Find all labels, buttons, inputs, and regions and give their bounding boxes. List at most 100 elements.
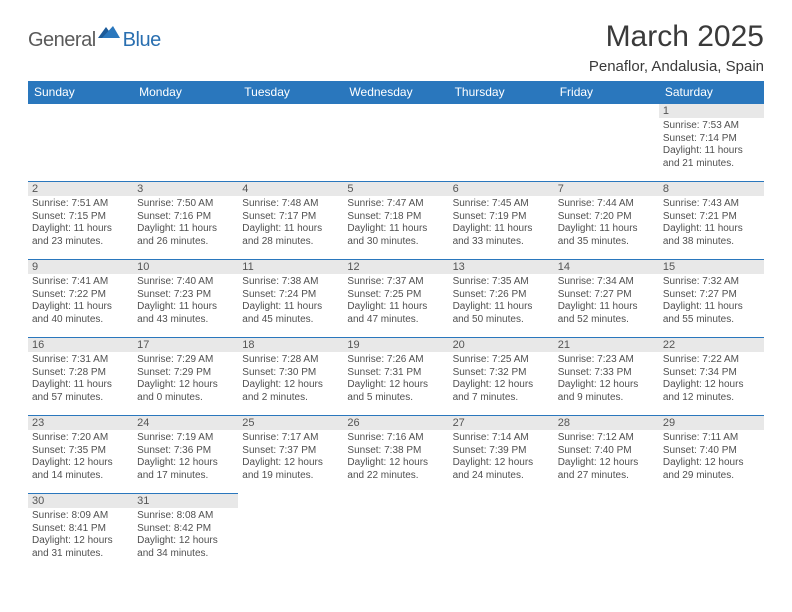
- day-number: 15: [659, 260, 764, 274]
- calendar-cell: 21Sunrise: 7:23 AMSunset: 7:33 PMDayligh…: [554, 338, 659, 416]
- calendar-cell: 6Sunrise: 7:45 AMSunset: 7:19 PMDaylight…: [449, 182, 554, 260]
- calendar-cell: 30Sunrise: 8:09 AMSunset: 8:41 PMDayligh…: [28, 494, 133, 572]
- calendar-cell: 3Sunrise: 7:50 AMSunset: 7:16 PMDaylight…: [133, 182, 238, 260]
- weekday-header: Saturday: [659, 81, 764, 104]
- calendar-cell: 23Sunrise: 7:20 AMSunset: 7:35 PMDayligh…: [28, 416, 133, 494]
- day-details: Sunrise: 7:50 AMSunset: 7:16 PMDaylight:…: [133, 196, 238, 252]
- day-number: 31: [133, 494, 238, 508]
- calendar-cell: 5Sunrise: 7:47 AMSunset: 7:18 PMDaylight…: [343, 182, 448, 260]
- day-details: Sunrise: 7:28 AMSunset: 7:30 PMDaylight:…: [238, 352, 343, 408]
- calendar-cell: 22Sunrise: 7:22 AMSunset: 7:34 PMDayligh…: [659, 338, 764, 416]
- calendar-cell: 14Sunrise: 7:34 AMSunset: 7:27 PMDayligh…: [554, 260, 659, 338]
- calendar-cell: [238, 494, 343, 572]
- day-details: Sunrise: 7:41 AMSunset: 7:22 PMDaylight:…: [28, 274, 133, 330]
- day-number: 4: [238, 182, 343, 196]
- weekday-header: Wednesday: [343, 81, 448, 104]
- day-details: Sunrise: 7:35 AMSunset: 7:26 PMDaylight:…: [449, 274, 554, 330]
- title-block: March 2025 Penaflor, Andalusia, Spain: [589, 20, 764, 75]
- calendar-cell: 19Sunrise: 7:26 AMSunset: 7:31 PMDayligh…: [343, 338, 448, 416]
- day-details: Sunrise: 7:12 AMSunset: 7:40 PMDaylight:…: [554, 430, 659, 486]
- calendar-cell: 20Sunrise: 7:25 AMSunset: 7:32 PMDayligh…: [449, 338, 554, 416]
- calendar-body: 1Sunrise: 7:53 AMSunset: 7:14 PMDaylight…: [28, 104, 764, 572]
- day-number: 29: [659, 416, 764, 430]
- day-details: Sunrise: 7:44 AMSunset: 7:20 PMDaylight:…: [554, 196, 659, 252]
- calendar-cell: [133, 104, 238, 182]
- weekday-header: Friday: [554, 81, 659, 104]
- calendar-cell: [449, 104, 554, 182]
- calendar-cell: 7Sunrise: 7:44 AMSunset: 7:20 PMDaylight…: [554, 182, 659, 260]
- logo: General Blue: [28, 24, 161, 57]
- weekday-header: Monday: [133, 81, 238, 104]
- day-number: 25: [238, 416, 343, 430]
- day-details: Sunrise: 7:45 AMSunset: 7:19 PMDaylight:…: [449, 196, 554, 252]
- day-number: 23: [28, 416, 133, 430]
- day-number: 22: [659, 338, 764, 352]
- day-details: Sunrise: 7:47 AMSunset: 7:18 PMDaylight:…: [343, 196, 448, 252]
- calendar-week-row: 2Sunrise: 7:51 AMSunset: 7:15 PMDaylight…: [28, 182, 764, 260]
- calendar-cell: [449, 494, 554, 572]
- day-number: 13: [449, 260, 554, 274]
- calendar-cell: 15Sunrise: 7:32 AMSunset: 7:27 PMDayligh…: [659, 260, 764, 338]
- calendar-cell: [238, 104, 343, 182]
- day-number: 3: [133, 182, 238, 196]
- day-number: 27: [449, 416, 554, 430]
- day-number: 7: [554, 182, 659, 196]
- day-number: 14: [554, 260, 659, 274]
- calendar-week-row: 23Sunrise: 7:20 AMSunset: 7:35 PMDayligh…: [28, 416, 764, 494]
- day-number: 19: [343, 338, 448, 352]
- day-details: Sunrise: 7:32 AMSunset: 7:27 PMDaylight:…: [659, 274, 764, 330]
- day-number: 21: [554, 338, 659, 352]
- day-details: Sunrise: 7:31 AMSunset: 7:28 PMDaylight:…: [28, 352, 133, 408]
- day-details: Sunrise: 7:11 AMSunset: 7:40 PMDaylight:…: [659, 430, 764, 486]
- day-details: Sunrise: 7:29 AMSunset: 7:29 PMDaylight:…: [133, 352, 238, 408]
- day-number: 30: [28, 494, 133, 508]
- weekday-header: Thursday: [449, 81, 554, 104]
- day-details: Sunrise: 7:17 AMSunset: 7:37 PMDaylight:…: [238, 430, 343, 486]
- calendar-cell: 12Sunrise: 7:37 AMSunset: 7:25 PMDayligh…: [343, 260, 448, 338]
- day-details: Sunrise: 8:08 AMSunset: 8:42 PMDaylight:…: [133, 508, 238, 564]
- day-details: Sunrise: 7:23 AMSunset: 7:33 PMDaylight:…: [554, 352, 659, 408]
- day-details: Sunrise: 7:22 AMSunset: 7:34 PMDaylight:…: [659, 352, 764, 408]
- day-number: 2: [28, 182, 133, 196]
- day-number: 10: [133, 260, 238, 274]
- day-number: 12: [343, 260, 448, 274]
- day-details: Sunrise: 7:37 AMSunset: 7:25 PMDaylight:…: [343, 274, 448, 330]
- day-number: 1: [659, 104, 764, 118]
- day-details: Sunrise: 7:14 AMSunset: 7:39 PMDaylight:…: [449, 430, 554, 486]
- calendar-cell: 18Sunrise: 7:28 AMSunset: 7:30 PMDayligh…: [238, 338, 343, 416]
- day-number: 6: [449, 182, 554, 196]
- day-details: Sunrise: 7:34 AMSunset: 7:27 PMDaylight:…: [554, 274, 659, 330]
- calendar-cell: 27Sunrise: 7:14 AMSunset: 7:39 PMDayligh…: [449, 416, 554, 494]
- day-details: Sunrise: 7:40 AMSunset: 7:23 PMDaylight:…: [133, 274, 238, 330]
- header: General Blue March 2025 Penaflor, Andalu…: [28, 20, 764, 75]
- calendar-table: SundayMondayTuesdayWednesdayThursdayFrid…: [28, 81, 764, 572]
- calendar-cell: 9Sunrise: 7:41 AMSunset: 7:22 PMDaylight…: [28, 260, 133, 338]
- day-number: 28: [554, 416, 659, 430]
- day-details: Sunrise: 7:51 AMSunset: 7:15 PMDaylight:…: [28, 196, 133, 252]
- title-location: Penaflor, Andalusia, Spain: [589, 58, 764, 75]
- day-details: Sunrise: 7:53 AMSunset: 7:14 PMDaylight:…: [659, 118, 764, 174]
- day-number: 16: [28, 338, 133, 352]
- day-number: 26: [343, 416, 448, 430]
- day-number: 17: [133, 338, 238, 352]
- calendar-cell: 10Sunrise: 7:40 AMSunset: 7:23 PMDayligh…: [133, 260, 238, 338]
- calendar-cell: 13Sunrise: 7:35 AMSunset: 7:26 PMDayligh…: [449, 260, 554, 338]
- calendar-cell: [28, 104, 133, 182]
- calendar-page: General Blue March 2025 Penaflor, Andalu…: [0, 0, 792, 592]
- flag-icon: [98, 24, 122, 47]
- day-details: Sunrise: 7:43 AMSunset: 7:21 PMDaylight:…: [659, 196, 764, 252]
- calendar-week-row: 1Sunrise: 7:53 AMSunset: 7:14 PMDaylight…: [28, 104, 764, 182]
- calendar-cell: [659, 494, 764, 572]
- calendar-cell: 4Sunrise: 7:48 AMSunset: 7:17 PMDaylight…: [238, 182, 343, 260]
- day-details: Sunrise: 7:38 AMSunset: 7:24 PMDaylight:…: [238, 274, 343, 330]
- calendar-cell: 8Sunrise: 7:43 AMSunset: 7:21 PMDaylight…: [659, 182, 764, 260]
- day-number: 18: [238, 338, 343, 352]
- calendar-cell: [554, 494, 659, 572]
- calendar-cell: 16Sunrise: 7:31 AMSunset: 7:28 PMDayligh…: [28, 338, 133, 416]
- calendar-cell: [343, 104, 448, 182]
- calendar-week-row: 30Sunrise: 8:09 AMSunset: 8:41 PMDayligh…: [28, 494, 764, 572]
- calendar-week-row: 16Sunrise: 7:31 AMSunset: 7:28 PMDayligh…: [28, 338, 764, 416]
- calendar-cell: 28Sunrise: 7:12 AMSunset: 7:40 PMDayligh…: [554, 416, 659, 494]
- day-number: 8: [659, 182, 764, 196]
- calendar-cell: 17Sunrise: 7:29 AMSunset: 7:29 PMDayligh…: [133, 338, 238, 416]
